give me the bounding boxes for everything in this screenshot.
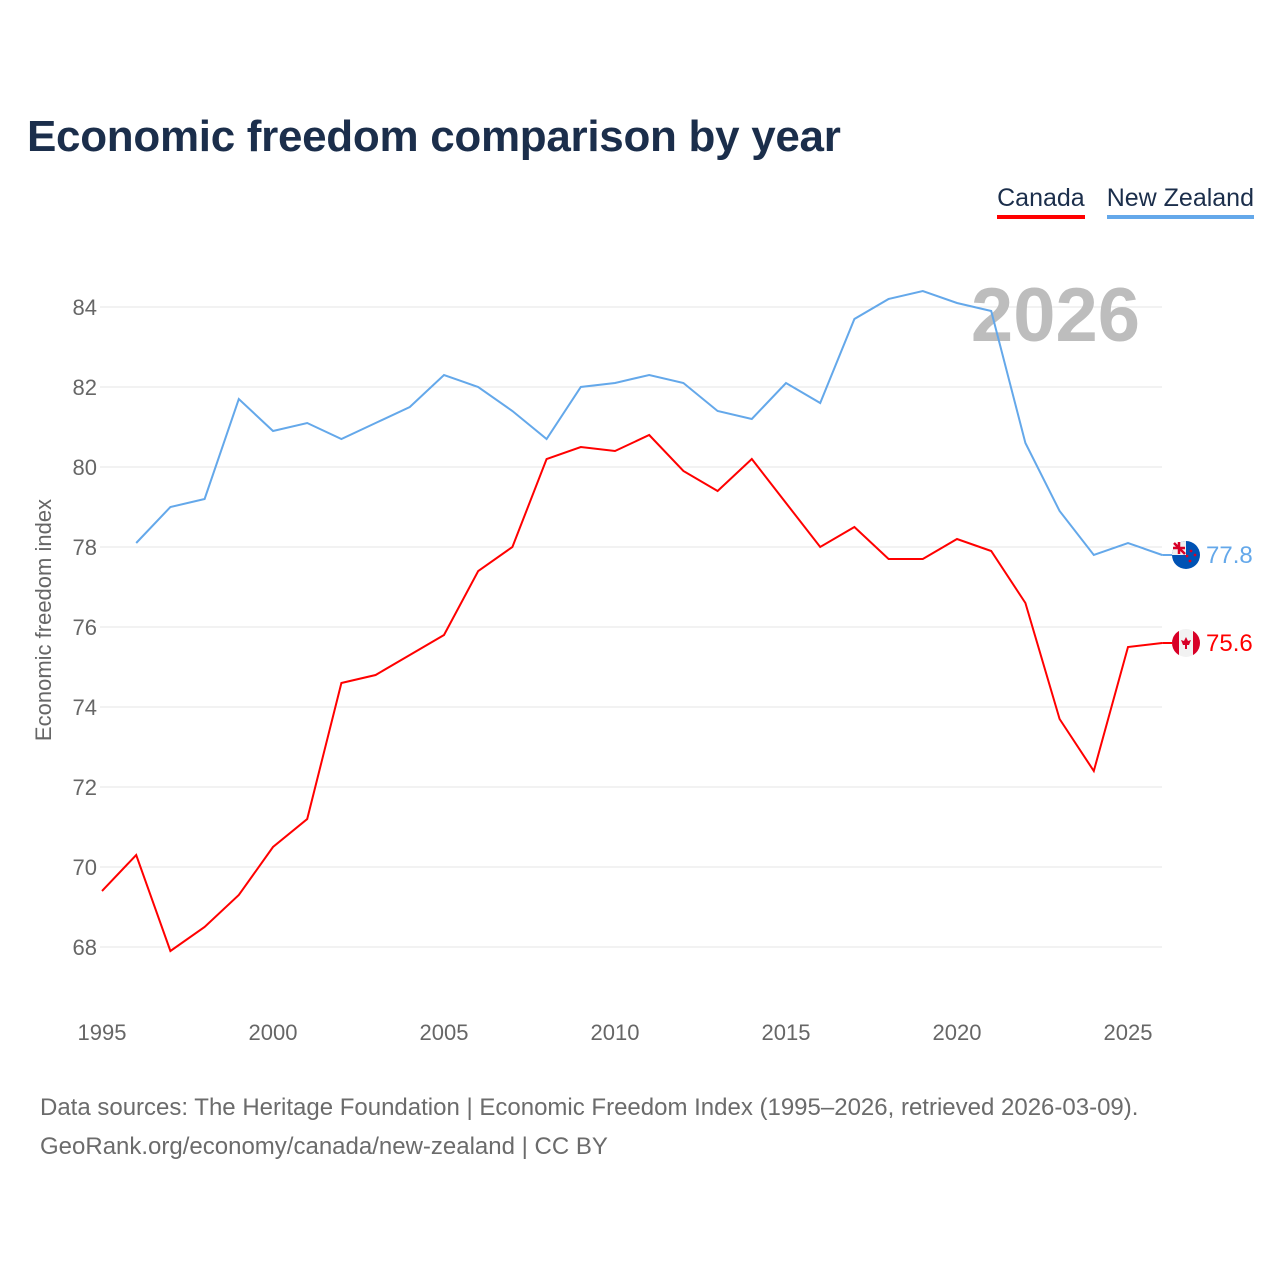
legend-item-new-zealand[interactable]: New Zealand (1106, 184, 1254, 219)
y-tick-label: 78 (73, 535, 97, 560)
x-tick-label: 1995 (78, 1020, 127, 1045)
x-tick-label: 2015 (762, 1020, 811, 1045)
y-tick-label: 80 (73, 455, 97, 480)
new-zealand-flag-icon (1162, 541, 1200, 569)
x-tick-label: 2025 (1104, 1020, 1153, 1045)
y-tick-label: 76 (73, 615, 97, 640)
y-tick-label: 84 (73, 295, 97, 320)
y-axis-label: Economic freedom index (31, 499, 56, 741)
source-line-1: Data sources: The Heritage Foundation | … (40, 1094, 1139, 1121)
x-tick-label: 2020 (933, 1020, 982, 1045)
source-link[interactable]: GeoRank.org/economy/canada/new-zealand |… (40, 1133, 608, 1160)
chart-title: Economic freedom comparison by year (27, 112, 841, 161)
y-tick-label: 68 (73, 935, 97, 960)
y-tick-label: 74 (73, 695, 97, 720)
end-value-label: 75.6 (1206, 630, 1253, 657)
year-watermark: 2026 (971, 273, 1140, 358)
y-tick-label: 82 (73, 375, 97, 400)
legend: Canada New Zealand (997, 184, 1254, 219)
series-line-new-zealand (135, 289, 1163, 557)
canada-flag-icon (1162, 629, 1200, 657)
line-chart: 68 70 72 74 76 78 80 82 84 1995 2000 2005 2010 2015 20… (31, 273, 1253, 1045)
y-tick-label: 70 (73, 855, 97, 880)
end-value-label: 77.8 (1206, 542, 1253, 569)
x-tick-label: 2005 (420, 1020, 469, 1045)
legend-item-canada[interactable]: Canada (997, 184, 1085, 219)
x-tick-label: 2010 (591, 1020, 640, 1045)
source-note: Data sources: The Heritage Foundation | … (40, 1088, 1138, 1166)
x-tick-label: 2000 (249, 1020, 298, 1045)
series-line-canada (101, 433, 1163, 953)
y-tick-label: 72 (73, 775, 97, 800)
